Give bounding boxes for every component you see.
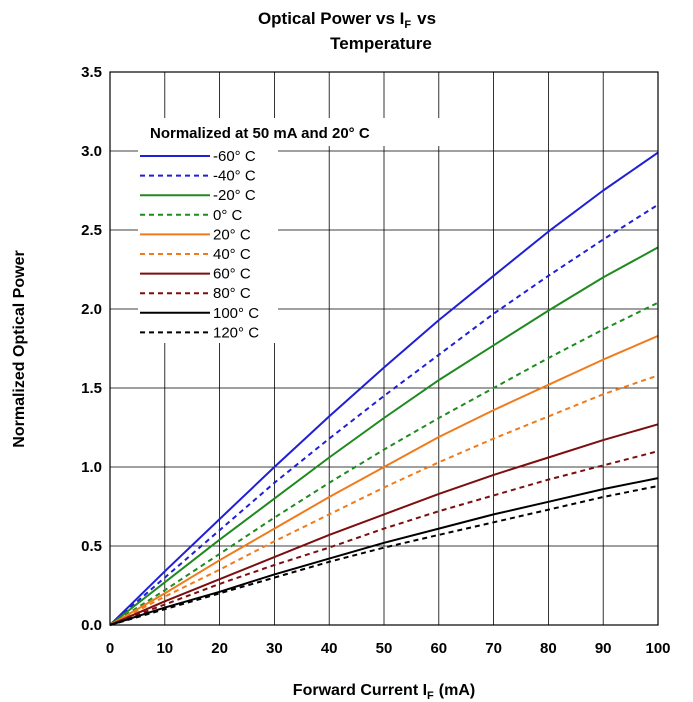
legend-label-9: 120° C (213, 324, 259, 341)
x-tick-label-1: 10 (156, 640, 173, 657)
legend-label-3: 0° C (213, 207, 243, 224)
x-tick-label-0: 0 (106, 640, 114, 657)
chart-title-main: Optical Power vs I (258, 9, 404, 28)
x-tick-label-6: 60 (430, 640, 447, 657)
legend: -60° C -40° C -20° C 0° C 20° C 40° C 60° C 80°… (138, 145, 278, 343)
x-axis-label-subscript: F (427, 690, 434, 702)
y-tick-label-0: 0.0 (81, 617, 102, 634)
x-tick-label-7: 70 (485, 640, 502, 657)
x-tick-label-4: 40 (321, 640, 338, 657)
legend-label-1: -40° C (213, 168, 256, 185)
series-line-4 (109, 334, 659, 626)
y-tick-label-6: 3.0 (81, 143, 102, 160)
y-axis-label: Normalized Optical Power (11, 250, 28, 447)
legend-label-0: -60° C (213, 148, 256, 165)
series-line-6 (109, 423, 659, 626)
y-tick-label-5: 2.5 (81, 222, 102, 239)
x-tick-label-3: 30 (266, 640, 283, 657)
chart-title-line1: Optical Power vs IF vs (258, 9, 436, 31)
x-tick-label-8: 80 (540, 640, 557, 657)
tick-labels: 0 10 20 30 40 50 60 70 80 90 100 0.0 0.5 1.0 1.5 2.0 2.5… (81, 64, 670, 657)
series-line-8 (109, 477, 659, 626)
series-line-0 (109, 151, 659, 626)
series-lines (109, 151, 659, 626)
legend-label-6: 60° C (213, 266, 251, 283)
legend-label-4: 20° C (213, 226, 251, 243)
legend-label-7: 80° C (213, 285, 251, 302)
x-tick-label-9: 90 (595, 640, 612, 657)
series-line-7 (109, 450, 659, 626)
chart-title-tail: vs (417, 9, 436, 28)
y-tick-label-1: 0.5 (81, 538, 102, 555)
series-line-3 (109, 301, 659, 626)
x-axis-label-main: Forward Current I (293, 682, 427, 699)
x-axis-label: Forward Current IF (mA) (293, 682, 475, 702)
plot-border (109, 71, 659, 626)
x-tick-label-2: 20 (211, 640, 228, 657)
series-line-1 (109, 203, 659, 626)
y-tick-label-2: 1.0 (81, 459, 102, 476)
series-line-5 (109, 374, 659, 626)
series-line-9 (109, 485, 659, 626)
legend-label-2: -20° C (213, 187, 256, 204)
normalization-annotation: Normalized at 50 mA and 20° C (150, 125, 370, 142)
x-tick-label-10: 100 (645, 640, 670, 657)
chart-title-subscript: F (404, 19, 411, 31)
y-tick-label-7: 3.5 (81, 64, 102, 81)
legend-label-8: 100° C (213, 305, 259, 322)
x-tick-label-5: 50 (376, 640, 393, 657)
legend-background (138, 145, 278, 343)
series-line-2 (109, 246, 659, 626)
legend-label-5: 40° C (213, 246, 251, 263)
y-tick-label-3: 1.5 (81, 380, 102, 397)
x-axis-label-tail: (mA) (439, 682, 475, 699)
chart-title-line2: Temperature (330, 34, 432, 53)
y-tick-label-4: 2.0 (81, 301, 102, 318)
annotation-background (146, 118, 456, 146)
